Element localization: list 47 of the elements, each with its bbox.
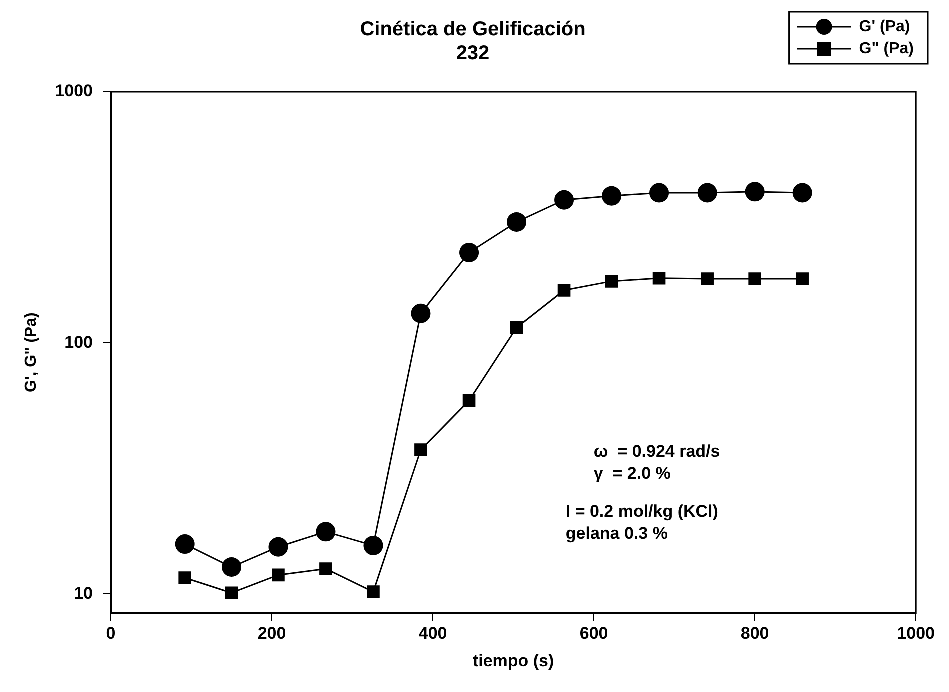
annotation: gelana 0.3 % [566,524,668,543]
point [605,275,618,288]
point [796,272,809,286]
x-tick-label: 600 [580,624,608,644]
point [748,272,762,286]
point [652,272,666,285]
point [460,242,480,262]
point [178,572,192,584]
point [602,186,622,206]
y-tick-label: 10 [74,584,94,603]
point [510,321,524,334]
chart-subtitle: 232 [456,42,490,65]
point [650,183,670,203]
point [320,562,332,576]
point [554,190,574,210]
x-tick-label: 400 [418,624,448,644]
x-tick-label: 200 [258,624,286,644]
x-tick-label: 1000 [897,624,936,644]
point [792,183,812,203]
annotation: I = 0.2 mol/kg (KCl) [566,502,718,521]
point [745,182,765,202]
point [558,284,571,297]
point [367,586,380,598]
point [272,568,285,582]
annotation: γ = 2.0 % [594,464,671,483]
x-axis-title: tiempo (s) [472,651,554,670]
legend-label: G" (Pa) [859,40,914,58]
point [698,183,718,203]
point [225,586,238,600]
point [462,394,476,408]
point [507,212,527,232]
y-axis-title: G', G" (Pa) [23,312,40,393]
y-tick-label: 1000 [55,82,94,101]
chart-title: Cinética de Gelificación [360,18,586,41]
point [222,558,242,578]
legend-label: G' (Pa) [859,18,910,36]
y-tick-label: 100 [64,332,94,352]
x-tick-label: 0 [106,624,116,644]
point [316,522,336,542]
point [411,304,431,324]
annotation: ω = 0.924 rad/s [594,442,720,461]
point [175,534,195,554]
point [364,536,384,556]
x-tick-label: 800 [740,624,770,644]
point [701,272,714,286]
point [414,444,428,456]
point [268,537,288,557]
